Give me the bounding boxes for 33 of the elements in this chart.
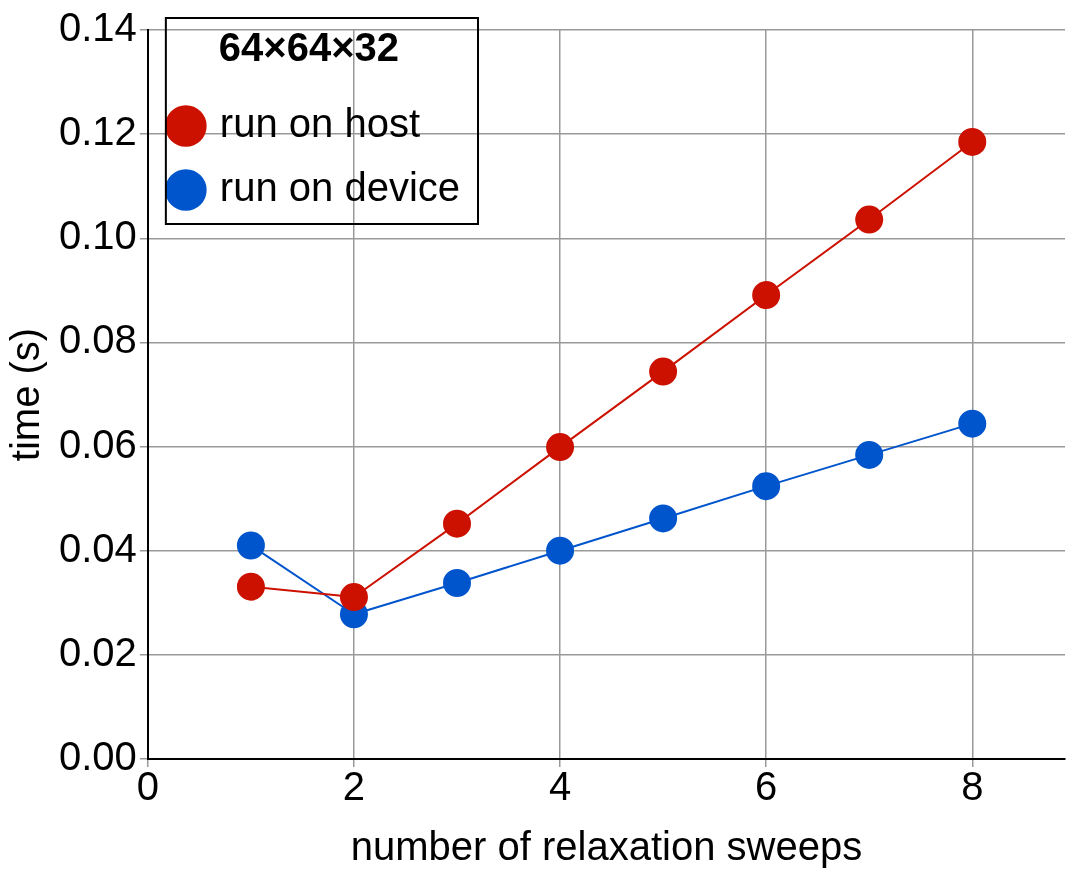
y-tick-label: 0.04 (58, 525, 137, 570)
point (855, 440, 884, 469)
y-tick-label: 0.02 (58, 629, 137, 674)
x-tick-label: 2 (342, 764, 366, 809)
point (752, 281, 781, 310)
point (752, 472, 781, 501)
point (546, 433, 575, 462)
legend-label: run on host (219, 101, 420, 146)
x-tick-label: 0 (136, 764, 159, 809)
point (855, 205, 884, 234)
y-tick-label: 0.08 (58, 317, 137, 362)
x-axis-title: number of relaxation sweeps (350, 824, 863, 869)
point (443, 569, 471, 597)
point (958, 127, 987, 156)
point (339, 583, 368, 612)
y-tick-label: 0.06 (58, 421, 137, 466)
point (236, 531, 265, 560)
point (649, 357, 678, 386)
legend-label: run on device (219, 165, 461, 210)
x-tick-label: 6 (755, 764, 778, 809)
x-tick-label: 8 (961, 764, 984, 809)
point (236, 572, 265, 601)
y-tick-label: 0.14 (58, 5, 137, 50)
point (958, 409, 987, 438)
y-tick-label: 0.00 (58, 734, 137, 779)
point (546, 536, 575, 565)
x-tick-label: 4 (548, 764, 572, 809)
y-tick-label: 0.10 (58, 213, 137, 258)
point (649, 504, 678, 533)
point (443, 509, 471, 538)
y-tick-label: 0.12 (58, 109, 137, 154)
legend-title: 64×64×32 (218, 25, 400, 70)
y-axis-title: time (s) (3, 327, 48, 462)
